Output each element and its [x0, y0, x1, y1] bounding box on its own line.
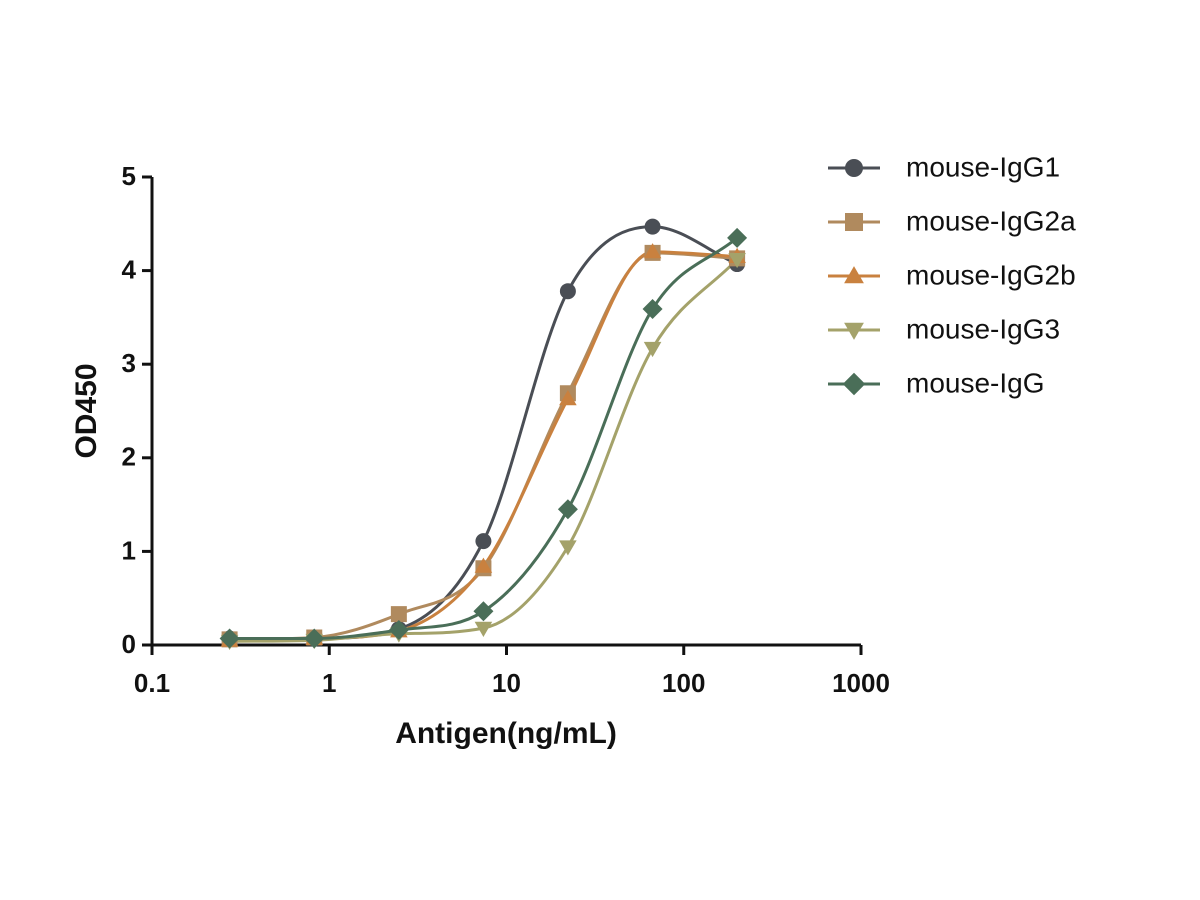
marker	[728, 252, 746, 269]
x-tick-label: 1	[322, 668, 336, 698]
legend-label: mouse-IgG3	[906, 313, 1060, 344]
marker	[643, 341, 662, 358]
marker	[475, 533, 492, 550]
y-tick-label: 0	[122, 629, 136, 659]
marker	[845, 213, 863, 231]
y-tick-label: 1	[122, 535, 136, 565]
y-tick-label: 5	[122, 161, 136, 191]
legend-label: mouse-IgG	[906, 367, 1045, 398]
x-tick-label: 100	[662, 668, 705, 698]
y-tick-label: 4	[122, 254, 137, 284]
marker	[473, 601, 494, 622]
marker	[388, 620, 409, 641]
legend-label: mouse-IgG2a	[906, 205, 1076, 236]
y-axis-title: OD450	[70, 363, 103, 458]
marker	[557, 499, 578, 520]
marker	[304, 628, 325, 649]
marker	[644, 218, 661, 235]
marker	[845, 159, 863, 177]
marker	[844, 266, 864, 284]
marker	[844, 322, 864, 340]
fit-curve	[229, 225, 738, 640]
fit-curve	[229, 251, 738, 641]
x-tick-label: 1000	[832, 668, 890, 698]
marker	[474, 621, 493, 637]
marker	[559, 283, 576, 300]
marker	[842, 372, 866, 396]
fit-curve	[229, 236, 739, 640]
marker	[727, 227, 748, 248]
x-axis-title: Antigen(ng/mL)	[395, 717, 617, 750]
legend-label: mouse-IgG2b	[906, 259, 1076, 290]
marker	[474, 557, 493, 573]
x-tick-label: 10	[492, 668, 521, 698]
marker	[219, 628, 240, 649]
fit-curve	[229, 258, 739, 643]
marker	[642, 298, 663, 319]
legend-label: mouse-IgG1	[906, 151, 1060, 182]
marker	[390, 606, 407, 623]
x-tick-label: 0.1	[134, 668, 170, 698]
marker	[559, 390, 577, 406]
marker	[643, 243, 662, 259]
marker	[559, 540, 577, 556]
y-tick-label: 3	[122, 348, 136, 378]
y-tick-label: 2	[122, 442, 136, 472]
